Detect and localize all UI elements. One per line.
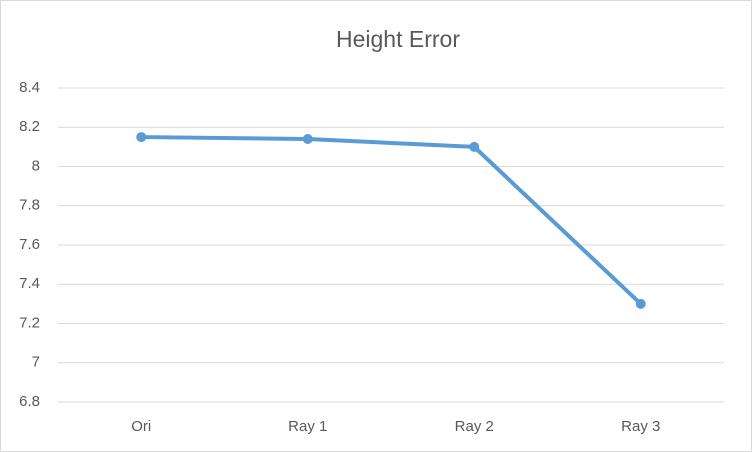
y-tick-label: 7.6 [19, 236, 40, 253]
data-point [136, 132, 147, 143]
y-tick-label: 8 [32, 157, 40, 174]
x-tick-label: Ray 2 [455, 418, 494, 435]
y-tick-label: 7.2 [19, 314, 40, 331]
x-tick-label: Ray 3 [621, 418, 660, 435]
y-tick-label: 7.8 [19, 197, 40, 214]
series-line [139, 135, 643, 306]
data-point [635, 298, 646, 309]
data-point [302, 134, 313, 145]
y-tick-label: 6.8 [19, 393, 40, 410]
y-tick-label: 7 [32, 354, 40, 371]
y-tick-label: 8.2 [19, 118, 40, 135]
data-point [469, 141, 480, 152]
x-tick-label: Ori [131, 418, 151, 435]
y-tick-label: 8.4 [19, 79, 40, 96]
y-tick-label: 7.4 [19, 275, 40, 292]
chart-title: Height Error [336, 26, 460, 52]
x-tick-label: Ray 1 [288, 418, 327, 435]
